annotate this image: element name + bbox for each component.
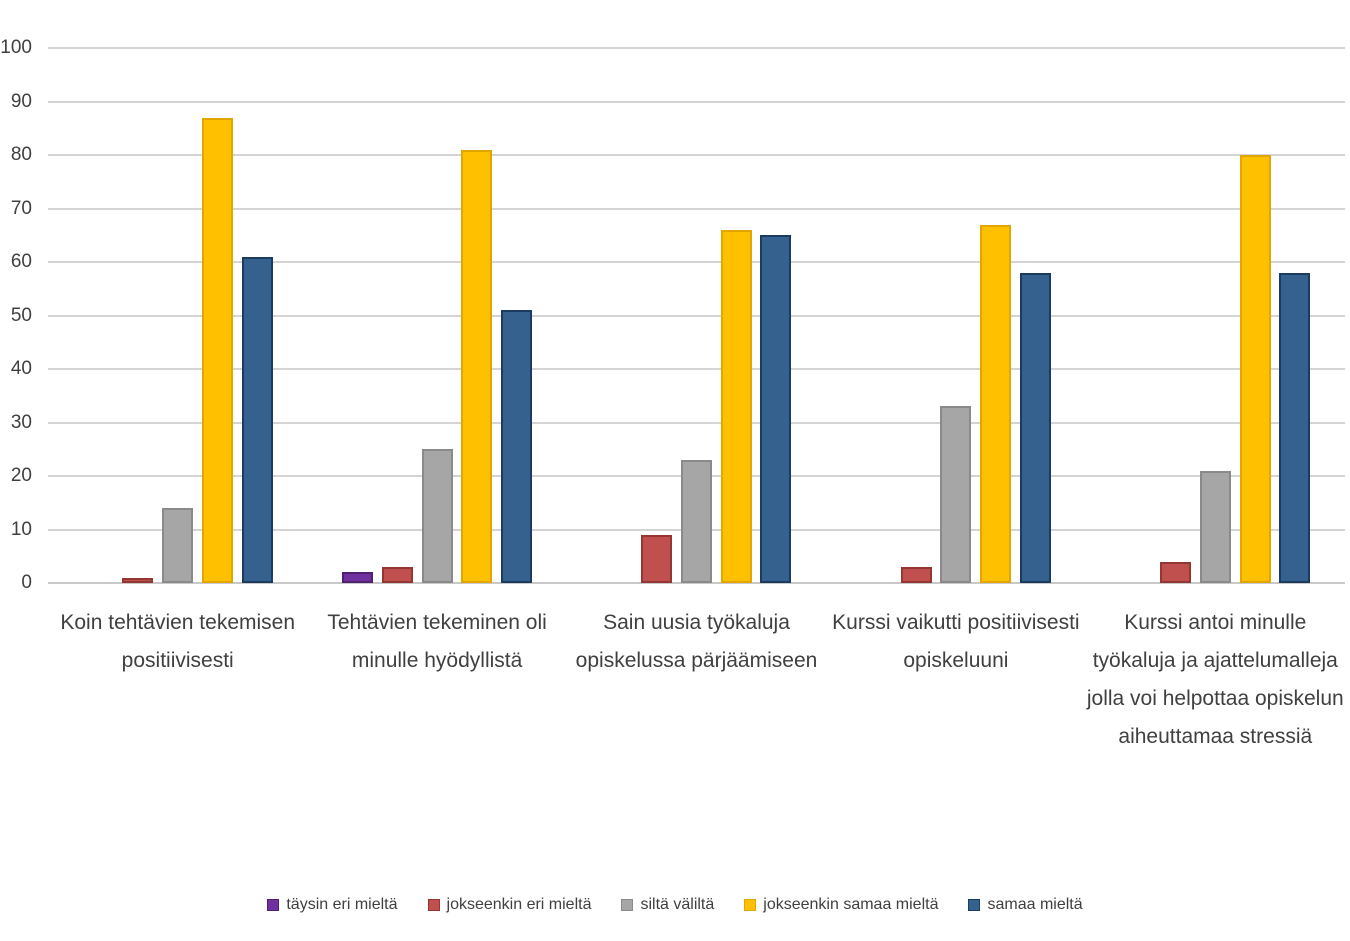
bar-series5-group5 — [1279, 273, 1311, 583]
legend-item-2: jokseenkin eri mieltä — [427, 896, 592, 914]
bar-series4-group4 — [980, 225, 1012, 583]
bar-group-3 — [567, 48, 826, 583]
bar-group-2 — [307, 48, 566, 583]
legend-swatch-icon — [267, 899, 280, 911]
legend-swatch-icon — [968, 899, 981, 911]
legend-item-3: siltä väliltä — [621, 896, 714, 914]
legend-item-4: jokseenkin samaa mieltä — [744, 896, 938, 914]
legend-swatch-icon — [621, 899, 634, 911]
bar-series3-group5 — [1199, 471, 1231, 583]
bar-series3-group4 — [940, 406, 972, 583]
legend-label: jokseenkin samaa mieltä — [763, 896, 939, 913]
bar-series2-group2 — [381, 567, 413, 583]
bar-group-1 — [48, 48, 307, 583]
bar-series5-group1 — [241, 257, 273, 583]
gridline — [48, 261, 1345, 263]
gridline — [48, 368, 1345, 370]
bar-series4-group5 — [1239, 155, 1271, 583]
gridline — [48, 47, 1345, 49]
bar-series3-group1 — [162, 508, 194, 583]
gridline — [48, 154, 1345, 156]
bar-series3-group3 — [680, 460, 712, 583]
y-tick-label: 50 — [10, 304, 32, 326]
y-tick-label: 0 — [21, 572, 32, 593]
bar-series4-group2 — [461, 150, 493, 583]
y-tick-label: 80 — [10, 144, 32, 165]
gridline — [48, 207, 1345, 210]
bar-group-4 — [826, 48, 1085, 583]
category-label-3: Sain uusia työkaluja opiskelussa pärjääm… — [575, 611, 818, 672]
bar-series2-group1 — [122, 578, 154, 583]
legend-item-5: samaa mieltä — [968, 896, 1083, 914]
gridline — [48, 421, 1345, 424]
y-tick-label: 10 — [10, 518, 32, 540]
bar-series2-group4 — [900, 567, 932, 583]
x-axis-line — [48, 582, 1345, 584]
bar-series5-group2 — [501, 310, 533, 583]
x-axis-category-labels: Koin tehtävien tekemisen positiivisesti T… — [48, 604, 1345, 864]
legend-label: samaa mieltä — [987, 896, 1083, 913]
bar-group-5 — [1086, 48, 1345, 583]
y-tick-label: 40 — [10, 358, 32, 379]
y-axis: 0 10 20 30 40 50 60 70 80 90 100 — [0, 0, 40, 941]
y-tick-label: 60 — [10, 251, 32, 272]
category-label-5: Kurssi antoi minulle työkaluja ja ajatte… — [1086, 611, 1344, 748]
legend-label: siltä väliltä — [640, 896, 715, 913]
category-label-2: Tehtävien tekeminen oli minulle hyödylli… — [327, 611, 547, 672]
legend-swatch-icon — [427, 899, 440, 911]
legend-item-1: täysin eri mieltä — [267, 896, 398, 914]
y-tick-label: 30 — [10, 411, 32, 433]
legend-swatch-icon — [744, 899, 757, 911]
y-tick-label: 90 — [10, 90, 32, 112]
category-label-1: Koin tehtävien tekemisen positiivisesti — [60, 611, 296, 672]
legend: täysin eri mieltä jokseenkin eri mieltä si… — [0, 896, 1350, 914]
bar-series5-group4 — [1019, 273, 1051, 583]
bar-series5-group3 — [760, 235, 792, 583]
bar-series4-group3 — [720, 230, 752, 583]
y-tick-label: 100 — [0, 37, 32, 58]
y-tick-label: 20 — [10, 465, 32, 486]
bar-series3-group2 — [421, 449, 453, 583]
plot-area — [48, 47, 1345, 584]
legend-label: jokseenkin eri mieltä — [446, 896, 592, 913]
y-tick-label: 70 — [10, 197, 32, 219]
gridline — [48, 100, 1345, 103]
bar-series1-group2 — [342, 572, 374, 583]
bar-series4-group1 — [201, 118, 233, 583]
legend-label: täysin eri mieltä — [286, 896, 398, 913]
bar-series2-group5 — [1160, 562, 1192, 583]
gridline — [48, 314, 1345, 317]
bar-series2-group3 — [641, 535, 673, 583]
category-label-4: Kurssi vaikutti positiivisesti opiskeluu… — [832, 611, 1080, 672]
